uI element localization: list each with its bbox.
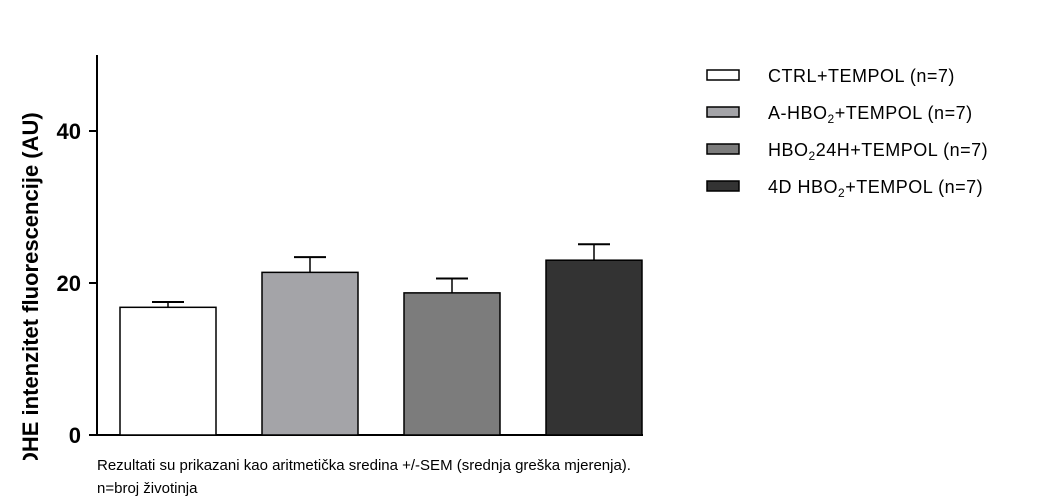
bar	[545, 259, 643, 436]
bar	[403, 292, 501, 436]
bar-chart: 0 20 40 DHE intenzitet fluorescencije (AU)…	[18, 55, 988, 460]
y-axis-ticks: 0 20 40	[57, 119, 97, 448]
legend-swatch	[706, 106, 740, 118]
legend-swatch	[706, 143, 740, 155]
legend-label: 4D HBO2+TEMPOL (n=7)	[768, 177, 983, 200]
footnote-line-1: Rezultati su prikazani kao aritmetička s…	[97, 457, 631, 474]
legend-swatch	[706, 180, 740, 192]
legend: CTRL+TEMPOL (n=7) A-HBO2+TEMPOL (n=7) HBO2…	[706, 66, 988, 200]
y-tick-label: 0	[69, 423, 81, 448]
legend-swatch	[706, 69, 740, 81]
bars-group	[119, 259, 643, 436]
legend-label: CTRL+TEMPOL (n=7)	[768, 66, 955, 86]
error-bars-group	[152, 243, 610, 308]
bar	[119, 306, 217, 436]
bar	[261, 271, 359, 436]
footnote-line-2: n=broj životinja	[97, 480, 198, 497]
y-tick-label: 20	[57, 271, 81, 296]
legend-label: A-HBO2+TEMPOL (n=7)	[768, 103, 973, 126]
y-axis-title: DHE intenzitet fluorescencije (AU)	[18, 112, 43, 460]
legend-label: HBO224H+TEMPOL (n=7)	[768, 140, 988, 163]
y-tick-label: 40	[57, 119, 81, 144]
